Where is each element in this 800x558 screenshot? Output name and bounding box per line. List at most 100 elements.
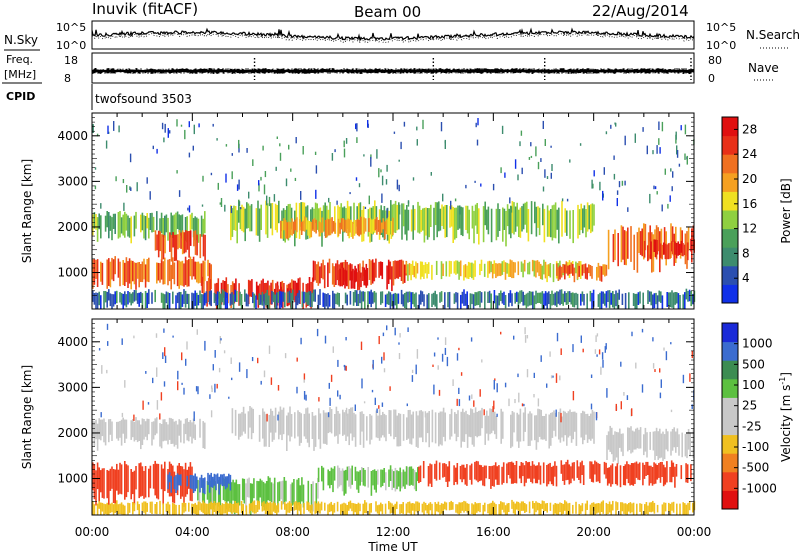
- vel-cell: [652, 500, 654, 512]
- vel-cell: [338, 413, 341, 435]
- vel-speck: [209, 394, 211, 399]
- vel-cell: [565, 461, 567, 481]
- vel-cell: [98, 501, 100, 509]
- power-cell: [406, 205, 408, 241]
- power-cell: [690, 291, 692, 307]
- vel-speck: [210, 410, 213, 418]
- vel-speck: [521, 403, 524, 407]
- power-cell: [612, 291, 614, 308]
- vel-cell: [675, 431, 677, 453]
- power-cell: [597, 262, 600, 278]
- power-speck: [288, 144, 290, 150]
- power-cell: [482, 206, 485, 243]
- vel-cell: [623, 503, 625, 514]
- power-cell: [541, 291, 544, 309]
- vel-speck: [620, 361, 622, 367]
- power-cell: [431, 293, 433, 307]
- vel-cell: [653, 502, 656, 514]
- power-cell: [249, 205, 251, 232]
- vel-cell: [442, 503, 444, 515]
- vel-speck: [303, 391, 306, 400]
- vel-speck: [185, 358, 187, 366]
- power-cell: [343, 206, 346, 233]
- power-cell: [216, 291, 219, 306]
- power-cell: [455, 292, 457, 303]
- power-cell: [573, 293, 576, 308]
- power-ytick-label: 3000: [57, 174, 88, 188]
- vel-cell: [435, 460, 438, 481]
- power-cell: [636, 232, 639, 273]
- power-cell: [661, 295, 664, 309]
- vel-cell: [384, 503, 387, 514]
- vel-cell: [598, 463, 601, 484]
- vel-cell: [568, 502, 571, 515]
- vel-cell: [460, 502, 462, 514]
- power-cell: [474, 292, 476, 306]
- power-cell: [591, 266, 593, 279]
- vel-cell: [194, 502, 196, 514]
- vel-cell: [232, 479, 234, 501]
- vel-cell: [464, 467, 467, 485]
- vel-cell: [175, 475, 177, 493]
- power-cell: [146, 292, 148, 308]
- power-cell: [164, 235, 166, 254]
- power-cell: [597, 294, 600, 307]
- power-cell: [140, 264, 142, 282]
- power-cell: [546, 292, 548, 309]
- vel-cell: [676, 503, 678, 515]
- vel-cell: [393, 409, 395, 440]
- power-speck: [661, 121, 664, 132]
- power-cell: [358, 220, 361, 237]
- power-cell: [418, 294, 420, 309]
- power-cell: [298, 290, 300, 304]
- vel-cell: [297, 478, 300, 506]
- power-speck: [624, 180, 626, 186]
- power-speck: [210, 172, 213, 176]
- vel-speck: [560, 412, 562, 423]
- vel-cell: [378, 504, 380, 515]
- power-cell: [350, 206, 352, 232]
- power-cell: [310, 209, 312, 230]
- vel-cell: [559, 408, 562, 443]
- vel-cell: [220, 505, 222, 515]
- power-cell: [480, 292, 483, 303]
- power-speck: [684, 153, 686, 160]
- vel-speck: [156, 400, 159, 410]
- power-cell: [392, 217, 394, 236]
- power-speck: [407, 201, 410, 207]
- power-cell: [501, 261, 504, 275]
- vel-cell: [409, 409, 411, 444]
- vel-cell: [253, 478, 255, 499]
- vel-cell: [192, 475, 195, 493]
- vel-cell: [259, 478, 262, 498]
- power-cell: [415, 292, 417, 309]
- vel-cell: [385, 472, 387, 491]
- vel-band: [167, 472, 232, 495]
- vel-cell: [538, 503, 540, 515]
- power-cell: [272, 292, 275, 303]
- power-cell: [602, 291, 604, 304]
- vel-cell: [554, 412, 557, 437]
- vel-cell: [370, 503, 372, 513]
- vel-cell: [350, 407, 352, 434]
- vel-cell: [533, 464, 535, 479]
- power-cell: [632, 293, 635, 306]
- vel-speck: [372, 359, 374, 370]
- vel-cell: [243, 478, 246, 504]
- power-cell: [350, 271, 353, 289]
- power-speck: [569, 159, 571, 163]
- power-cell: [523, 259, 526, 272]
- vel-cbar-swatch: [722, 397, 738, 417]
- power-cell: [565, 262, 568, 274]
- vel-cell: [399, 413, 402, 447]
- power-cell: [266, 203, 269, 238]
- power-speck: [591, 179, 593, 189]
- power-cell: [562, 264, 564, 273]
- vel-cell: [668, 502, 670, 512]
- power-speck: [176, 119, 178, 127]
- vel-cell: [189, 420, 192, 437]
- vel-cell: [321, 465, 323, 482]
- power-cell: [518, 209, 520, 237]
- x-tick-label: 00:00: [677, 525, 712, 539]
- power-cell: [478, 208, 480, 245]
